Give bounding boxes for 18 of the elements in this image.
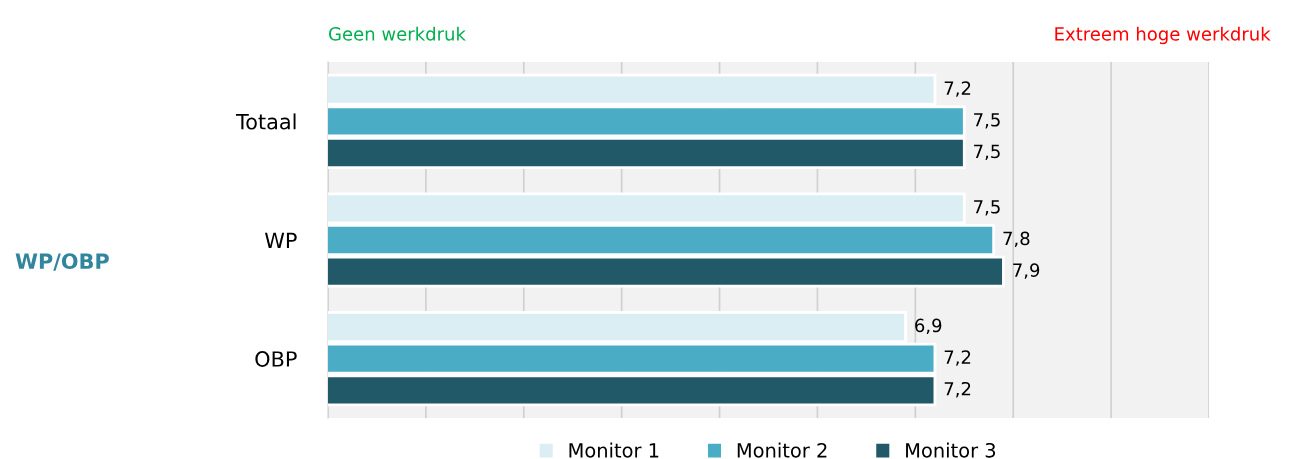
data-label: 7,5 (974, 200, 1000, 216)
text: Extreem hoge werkdruk (1055, 26, 1271, 45)
data-label: 7,2 (944, 381, 971, 398)
data-label: 7,2 (944, 350, 971, 366)
legend-label: Monitor 1 (569, 442, 659, 458)
text: WP/OBP (15, 253, 109, 271)
legend-label: Monitor 3 (906, 442, 996, 458)
data-label: 7,2 (944, 81, 971, 97)
data-label: 6,9 (915, 318, 942, 335)
data-label: 7,5 (974, 144, 1000, 161)
data-label: 7,8 (1003, 231, 1030, 248)
data-label: 7,9 (1013, 263, 1040, 279)
data-label: 7,5 (974, 113, 1000, 129)
text: Geen werkdruk (329, 26, 466, 41)
y-tick-label: Totaal (235, 113, 296, 130)
y-tick-label: WP (264, 232, 297, 248)
legend-label: Monitor 2 (737, 442, 827, 458)
y-tick-label: OBP (255, 351, 297, 367)
